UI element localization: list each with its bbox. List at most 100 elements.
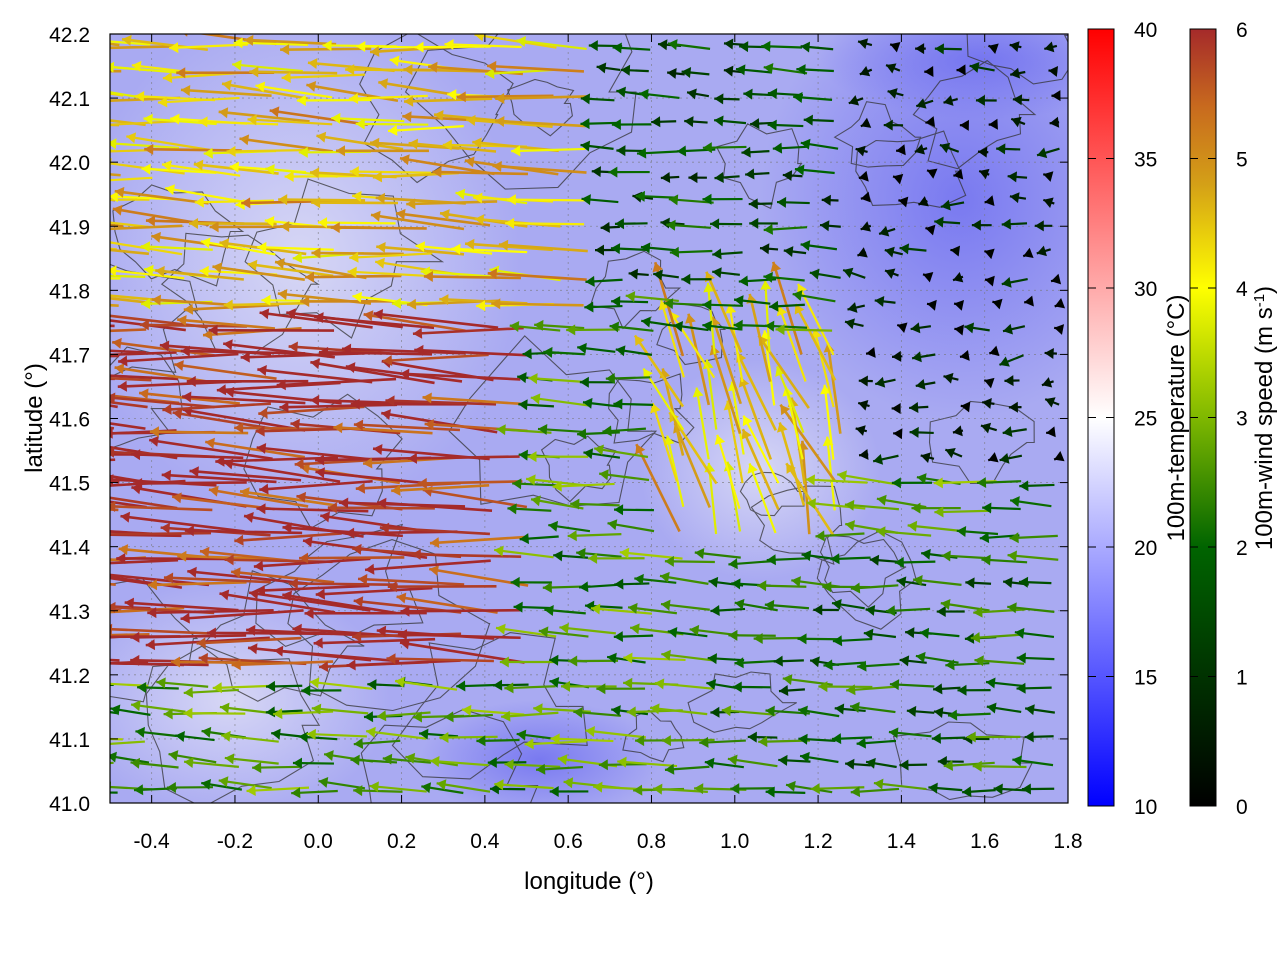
wind-vector — [560, 680, 617, 692]
wind-vector — [611, 295, 649, 307]
wind-vector — [874, 295, 896, 307]
wind-vector — [743, 88, 776, 100]
wind-vector — [860, 117, 872, 128]
wind-vector — [133, 477, 247, 489]
wind-vector — [110, 319, 186, 332]
wind-vector — [957, 684, 991, 696]
wind-vector — [858, 448, 869, 460]
wind-vector — [733, 295, 771, 307]
y-tick-label: 41.3 — [49, 601, 90, 624]
wind-vector — [110, 40, 151, 46]
wind-vector — [184, 525, 303, 537]
wind-vector — [885, 605, 931, 617]
wind-vector — [910, 322, 932, 334]
y-tick-label: 41.1 — [49, 729, 90, 752]
wind-vector — [553, 550, 589, 562]
wind-vector — [745, 168, 770, 180]
wind-vector — [899, 243, 927, 255]
wind-vector — [269, 106, 368, 127]
wind-vector — [110, 45, 178, 50]
wind-vector — [850, 786, 900, 798]
wind-vector — [423, 271, 521, 283]
wind-vector — [1009, 532, 1058, 544]
wind-vector — [387, 124, 464, 136]
wind-vector — [664, 555, 715, 567]
wind-vector — [177, 314, 276, 330]
wind-vector — [712, 267, 740, 279]
wind-vector — [848, 95, 864, 106]
wind-vector — [926, 299, 937, 311]
wind-vector — [778, 685, 805, 697]
wind-vector — [403, 95, 493, 107]
wind-vector — [110, 392, 215, 409]
wind-vector — [703, 282, 716, 355]
wind-vector — [273, 645, 400, 663]
wind-vector — [399, 154, 495, 176]
wind-vector — [518, 399, 554, 411]
wind-vector — [314, 312, 435, 330]
wind-vector — [280, 44, 372, 56]
wind-vector — [906, 705, 935, 717]
wind-vector — [1049, 116, 1060, 128]
wind-vector — [147, 607, 274, 619]
wind-vector — [847, 302, 866, 313]
wind-vector — [580, 93, 615, 105]
wind-vector — [417, 477, 523, 489]
wind-vector — [353, 738, 401, 749]
wind-vector — [919, 627, 960, 639]
wind-vector — [982, 502, 1021, 514]
wind-vector — [489, 783, 526, 795]
wind-vector — [832, 635, 873, 647]
wind-vector — [485, 67, 556, 79]
wind-vector — [699, 736, 746, 748]
wind-vector — [734, 598, 778, 612]
colorbar-tick-label: 30 — [1134, 278, 1157, 301]
wind-vector — [609, 321, 654, 333]
wind-vector — [224, 753, 279, 765]
wind-vector — [633, 334, 685, 408]
wind-vector — [549, 785, 589, 797]
wind-vector — [110, 377, 115, 381]
wind-vector — [422, 392, 522, 406]
wind-vector — [187, 566, 308, 585]
terrain-contour — [739, 471, 805, 517]
wind-vector — [688, 172, 707, 184]
wind-vector — [926, 168, 938, 179]
wind-vector — [617, 756, 678, 768]
wind-vector — [856, 737, 897, 749]
wind-vector — [385, 395, 497, 407]
wind-vector — [855, 425, 868, 436]
wind-vector — [318, 776, 366, 790]
wind-vector — [282, 590, 396, 615]
wind-vector — [256, 503, 369, 515]
wind-vector — [934, 43, 962, 55]
wind-vector — [844, 499, 900, 511]
colorbar-tick-label: 10 — [1134, 796, 1157, 819]
wind-vector — [180, 84, 272, 98]
wind-vector — [667, 39, 711, 51]
colorbar-tick-label: 6 — [1236, 19, 1248, 42]
wind-vector — [813, 604, 839, 616]
wind-vector — [232, 59, 303, 73]
wind-vector — [366, 726, 427, 740]
y-tick-label: 42.0 — [49, 152, 90, 175]
wind-vector — [573, 707, 622, 718]
wind-vector — [1018, 576, 1052, 588]
wind-vector — [692, 387, 710, 460]
wind-vector — [925, 116, 936, 128]
wind-vector — [702, 142, 747, 154]
wind-vector — [793, 92, 833, 103]
wind-vector — [865, 757, 897, 769]
wind-vector — [208, 324, 335, 336]
wind-vector — [809, 268, 841, 280]
wind-vector — [370, 210, 465, 231]
terrain-contour — [833, 101, 922, 168]
wind-vector — [282, 522, 403, 538]
wind-vector — [110, 453, 151, 456]
wind-vector — [985, 677, 1024, 689]
wind-vector — [934, 216, 961, 228]
wind-vector — [640, 242, 678, 254]
colorbar-tick-label: 5 — [1236, 149, 1248, 172]
wind-vector — [544, 605, 586, 616]
wind-vector — [764, 320, 808, 332]
